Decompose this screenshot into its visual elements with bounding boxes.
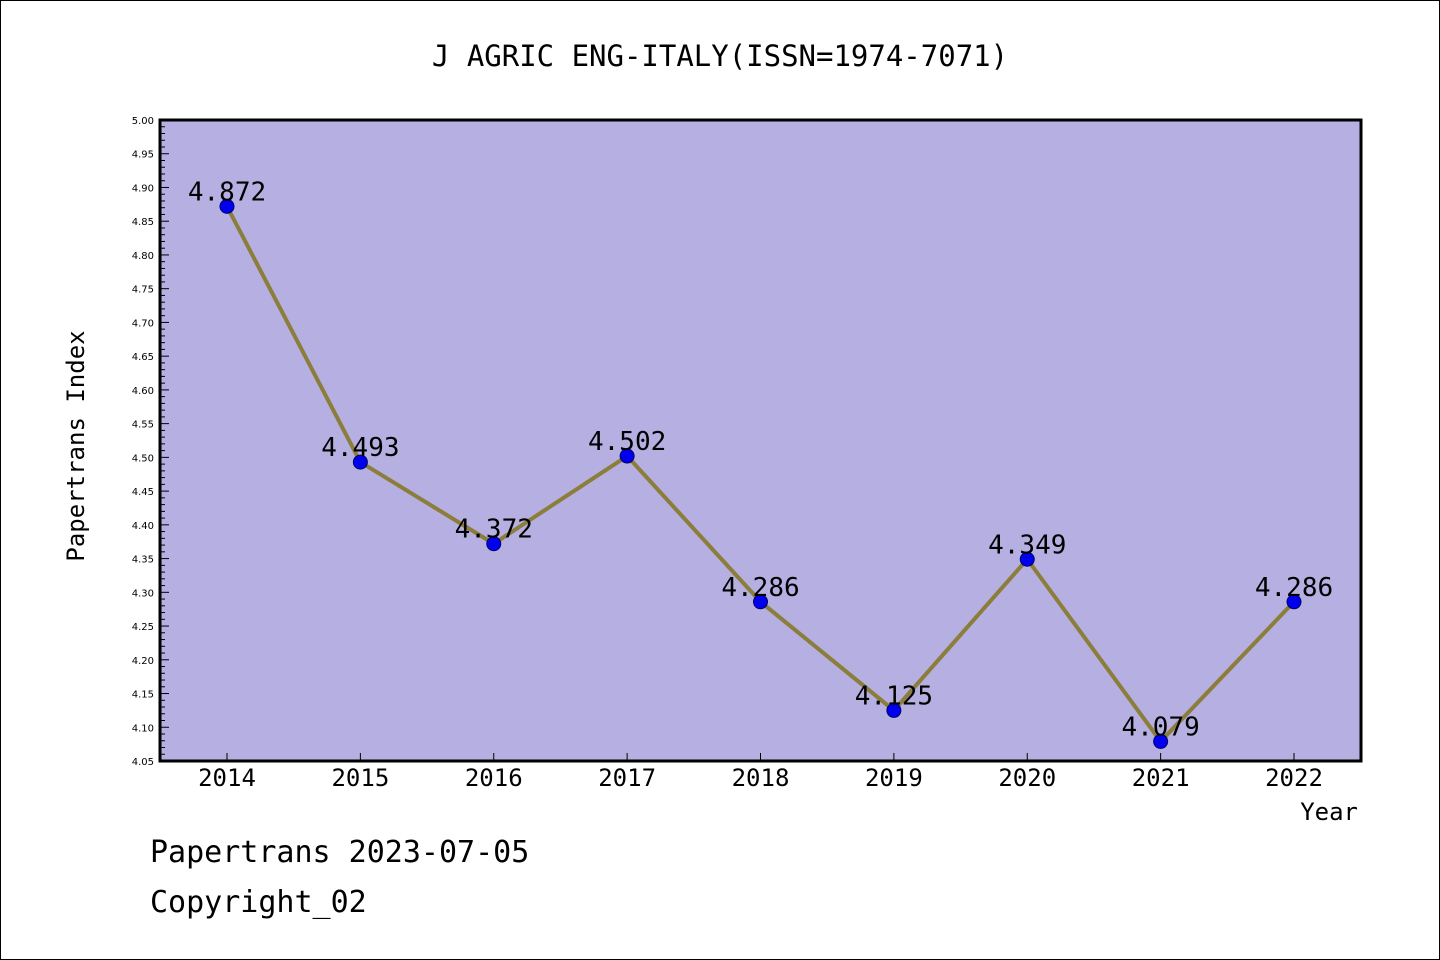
data-label: 4.502 [588, 427, 666, 457]
y-tick-label: 4.35 [132, 555, 154, 566]
x-tick-label: 2016 [465, 764, 523, 792]
x-tick-label: 2018 [732, 764, 790, 792]
x-tick-label: 2021 [1132, 764, 1190, 792]
x-tick-label: 2019 [865, 764, 923, 792]
chart-title: J AGRIC ENG-ITALY(ISSN=1974-7071) [432, 39, 1008, 73]
data-label: 4.493 [321, 433, 399, 463]
y-tick-label: 4.05 [132, 757, 154, 768]
y-tick-label: 4.55 [132, 420, 154, 431]
plot-area [160, 120, 1361, 761]
y-axis-label: Papertrans Index [62, 330, 90, 561]
x-tick-label: 2015 [331, 764, 389, 792]
data-label: 4.079 [1121, 712, 1199, 742]
data-point [619, 448, 635, 464]
y-tick-label: 4.90 [132, 183, 154, 194]
y-tick-label: 4.60 [132, 386, 154, 397]
y-tick-label: 4.85 [132, 217, 154, 228]
y-tick-label: 4.45 [132, 487, 154, 498]
footer-copyright-line: Copyright_02 [150, 885, 367, 920]
x-tick-label: 2022 [1265, 764, 1323, 792]
y-tick-label: 4.10 [132, 723, 154, 734]
data-label: 4.349 [988, 530, 1066, 560]
y-tick-label: 4.65 [132, 352, 154, 363]
y-tick-label: 4.40 [132, 521, 154, 532]
data-point [486, 536, 502, 552]
data-point [886, 702, 902, 718]
data-point [1153, 733, 1169, 749]
y-tick-label: 4.70 [132, 318, 154, 329]
x-tick-label: 2020 [998, 764, 1056, 792]
y-tick-label: 4.80 [132, 251, 154, 262]
data-point [753, 594, 768, 610]
footer-date-line: Papertrans 2023-07-05 [150, 835, 530, 870]
data-label: 4.286 [1255, 573, 1333, 603]
y-tick-label: 4.75 [132, 285, 154, 296]
plot-border [158, 118, 1363, 763]
data-label: 4.125 [855, 681, 933, 711]
y-tick-label: 4.15 [132, 690, 154, 701]
data-point [1286, 594, 1302, 610]
y-tick-label: 4.30 [132, 588, 154, 599]
data-label: 4.372 [455, 515, 533, 545]
data-point [219, 198, 235, 214]
y-tick-label: 5.00 [132, 116, 154, 127]
x-axis-label: Year [1300, 798, 1358, 826]
y-tick-label: 4.25 [132, 622, 154, 633]
y-tick-label: 4.20 [132, 656, 154, 667]
data-point [1019, 551, 1035, 567]
data-point [352, 454, 368, 470]
x-tick-label: 2014 [198, 764, 256, 792]
x-tick-label: 2017 [598, 764, 656, 792]
data-label: 4.286 [721, 573, 799, 603]
data-label: 4.872 [188, 177, 266, 207]
y-tick-label: 4.95 [132, 150, 154, 161]
y-tick-label: 4.50 [132, 453, 154, 464]
